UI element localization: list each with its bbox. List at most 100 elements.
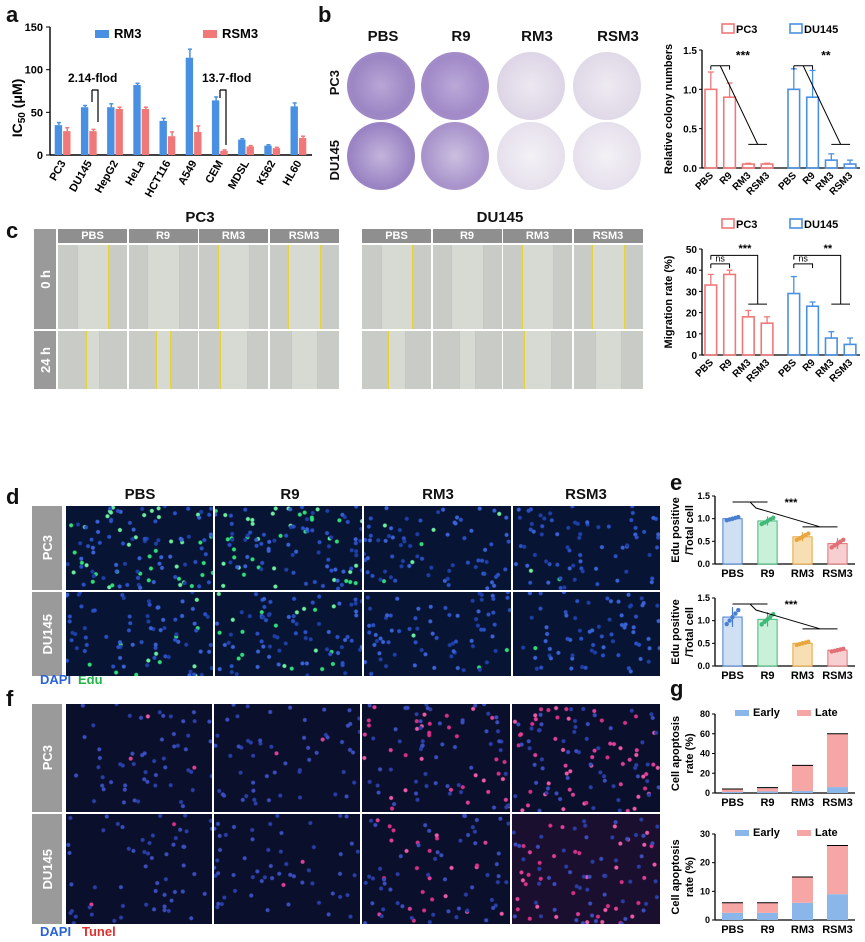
dish-du145-r9 [421,122,489,190]
chart-a-xtick-label: K562 [255,159,279,188]
legend-rsm3-swatch [203,30,217,38]
dish-pc3-pbs [347,52,415,120]
annotation-13x: 13.7-flod [202,71,251,85]
ytick-label: 10 [700,886,710,896]
chart-a-bar [220,150,228,155]
dot [736,514,741,520]
chart-a-xtick-label: HL60 [281,159,305,188]
bracket [802,65,851,145]
ytick-label: 0.5 [697,536,710,546]
bar [787,88,801,169]
ytick-label: 30 [700,829,710,839]
bracket-a2 [219,89,227,145]
chart-a-bar [298,137,307,155]
xtick-label: PBS [721,797,744,809]
dot [736,607,741,613]
legend-swatch [735,710,749,716]
dish-pc3-r9 [421,52,489,120]
xtick-label: R9 [760,924,774,936]
ytick-label: 80 [700,709,710,719]
bar [757,520,778,565]
bar-segment [827,894,848,920]
legend-rm3: RM3 [114,26,141,41]
legend-label: PC3 [736,24,757,36]
migration-title-du145: DU145 [476,209,524,226]
ytick-label: 40 [686,266,698,277]
migration-image [58,245,127,329]
chart-a-bar [272,148,281,155]
panel-letter-b: b [318,2,332,27]
tunel-image [214,814,360,924]
colony-col-pbs: PBS [367,28,399,45]
migration-col-label: RM3 [503,229,572,243]
ylabel: Migration rate (%) [663,255,675,348]
legend-rsm3: RSM3 [222,26,258,41]
ytick-label: 50 [686,245,698,256]
colony-col-r9: R9 [451,28,471,45]
bar [704,284,718,356]
ytick-label: 0.0 [683,164,697,175]
dot [762,619,767,625]
dish-pc3-rm3 [497,52,565,120]
dot [806,639,811,644]
bracket-ns [710,263,731,269]
edu-image [513,506,660,590]
ytick-label: 1.0 [683,85,697,96]
chart-a-xtick-label: CEM [203,159,226,186]
ytick-label: 1.0 [697,514,710,524]
bar-segment [792,765,813,792]
chart-a-xtick-label: HeLa [123,158,147,188]
chart-a-ytick-label: 0 [37,150,43,162]
legend-swatch [797,710,811,716]
chart-a-ytick-label: 150 [25,22,43,34]
chart-a-bar [194,131,202,155]
migration-col-label: PBS [58,229,127,243]
bar [722,96,737,169]
bar [805,305,820,356]
bar [824,337,838,356]
bar-segment [757,902,778,913]
edu-image [513,592,660,676]
migration-image [269,331,339,389]
chart-a-bar [264,145,272,155]
dot [759,622,764,627]
bracket [710,254,768,305]
tunel-image [362,704,510,812]
ytick-label: 20 [700,858,710,868]
migration-image [269,245,339,329]
xtick-label: RSM3 [822,670,853,682]
dish-pc3-rsm3 [573,52,641,120]
ylabel: rate (%) [684,856,696,897]
chart-a-bar [246,146,254,155]
chart-a-bar [185,57,194,155]
tunel-row-du145: DU145 [39,848,55,890]
bar [722,273,737,356]
bar [787,292,801,356]
chart-a-xtick-label: DU145 [67,159,95,195]
bar-segment [722,902,743,913]
legend-label: Early [753,707,781,719]
legend-label: Late [815,707,838,719]
tunel-images: PC3 DU145 DAPI Tunel [0,700,670,942]
chart-a-bar [290,106,298,155]
edu-image [215,592,362,676]
bar [805,96,820,169]
bar-segment [827,787,848,793]
sig-label: ns [715,254,725,264]
chart-a-bar [89,131,97,155]
migration-image [503,245,572,329]
bracket-a1 [91,89,99,122]
bar [824,159,838,169]
dot [733,611,738,616]
sig-label: *** [739,243,753,255]
bracket [710,65,731,70]
ylabel: rate (%) [684,733,696,774]
ytick-label: 10 [686,330,698,341]
legend-swatch [721,23,735,34]
edu-image [66,592,213,676]
chart-a-bar [238,139,246,155]
chart-a-ytick-label: 50 [31,107,43,119]
chart-a-bar [159,120,167,155]
ytick-label: 20 [686,309,698,320]
